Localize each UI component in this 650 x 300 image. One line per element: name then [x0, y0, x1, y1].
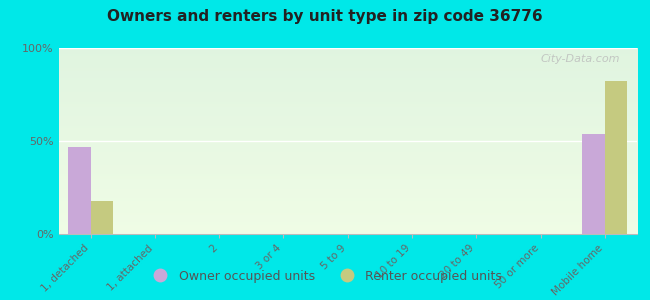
- Bar: [582, 134, 605, 234]
- Bar: [90, 200, 113, 234]
- Bar: [68, 147, 90, 234]
- Text: City-Data.com: City-Data.com: [540, 54, 619, 64]
- Text: Owners and renters by unit type in zip code 36776: Owners and renters by unit type in zip c…: [107, 9, 543, 24]
- Legend: Owner occupied units, Renter occupied units: Owner occupied units, Renter occupied un…: [143, 265, 507, 288]
- Bar: [605, 82, 627, 234]
